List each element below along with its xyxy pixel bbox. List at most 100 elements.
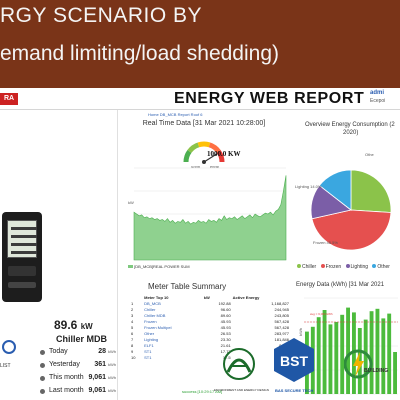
row-rank: 3 <box>131 312 134 318</box>
gauge-value: 1000.0 KW <box>207 150 241 158</box>
meter-link[interactable]: Chiller <box>144 306 156 312</box>
energy-web-report: RA ENERGY WEB REPORT admi Ecepoi LIST 89… <box>0 88 400 400</box>
kw-cell: 192.88 <box>218 300 231 306</box>
meter-link[interactable]: Chiller MDB <box>144 312 166 318</box>
energy-cell: 567,428 <box>274 318 289 324</box>
meter-link[interactable]: Frozen <box>144 318 157 324</box>
realtime-chart-panel: Home DB_MCB Report Roof 6 Real Time Data… <box>120 110 288 262</box>
energy-cell: 244,945 <box>274 306 289 312</box>
table-header-row: Meter Top 10 kW Active Energy <box>130 294 290 300</box>
col-header[interactable]: Active Energy <box>232 294 260 300</box>
power-unit: kW <box>80 322 93 331</box>
meter-link[interactable]: ST1 <box>144 348 152 354</box>
row-rank: 2 <box>131 306 134 312</box>
bst-logo-letters: BST <box>280 353 308 369</box>
legend-dot <box>372 264 377 268</box>
kw-cell: 96.60 <box>220 306 231 312</box>
bar <box>316 317 321 394</box>
stat-label: Last month <box>49 387 84 394</box>
gauge-segment <box>208 142 221 154</box>
table-row[interactable]: 5 Frozen Multipel 45.93 567,428 <box>130 324 290 330</box>
table-row[interactable]: 6 Other 26.53 283,977 <box>130 330 290 336</box>
bar <box>393 352 397 394</box>
energy-pie-chart <box>310 169 392 251</box>
energy-cell: 567,428 <box>274 324 289 330</box>
bar <box>334 322 339 394</box>
slide-title-band: RGY SCENARIO BY emand limiting/load shed… <box>0 0 400 88</box>
table-row[interactable]: 10 ST1 17.5 <box>130 354 290 360</box>
kw-cell: 23.30 <box>220 336 231 342</box>
table-row[interactable]: 3 Chiller MDB 89.60 243,805 <box>130 312 290 318</box>
table-row[interactable]: 7 Lighting 23.30 181,846 <box>130 336 290 342</box>
brand-ring-icon <box>2 340 16 354</box>
eed-logo-text: ENVIRONMENT AND ENERGY DESIGN <box>214 388 269 392</box>
pie-label-other: Othe <box>365 152 374 157</box>
row-rank: 8 <box>131 342 134 348</box>
pie-legend[interactable]: Chiller Frozen Lighting Other <box>294 264 390 270</box>
meter-screen <box>7 220 37 258</box>
row-rank: 6 <box>131 330 134 336</box>
company-logo[interactable]: RA <box>0 93 18 105</box>
gauge-needle <box>203 153 217 163</box>
bst-logo: BST BAS SECURE TECH <box>272 336 316 393</box>
row-rank: 4 <box>131 318 134 324</box>
slide-title-line2: emand limiting/load shedding) <box>0 42 279 65</box>
legend-dot <box>297 264 301 268</box>
bar-chart-title: Energy Data (kWh) [31 Mar 2021 <box>296 282 385 288</box>
meter-link[interactable]: Frozen Multipel <box>144 324 172 330</box>
meter-buttons <box>8 266 36 276</box>
pie-title: Overview Energy Consumption (2 <box>305 122 395 128</box>
stat-label: Yesterday <box>49 361 80 368</box>
col-header[interactable]: Meter Top 10 <box>144 294 169 300</box>
pie-label-frozen: Frozen 45.5% <box>313 240 338 245</box>
kw-cell: 26.53 <box>220 330 231 336</box>
meter-link[interactable]: ELF1 <box>144 342 154 348</box>
energy-stats-list: Today 28 kWh Yesterday 361 kWh This mont… <box>40 348 116 400</box>
table-row[interactable]: 1 DB_MCB 192.88 1,168,827 <box>130 300 290 306</box>
table-row[interactable]: 4 Frozen 45.93 567,428 <box>130 318 290 324</box>
row-rank: 10 <box>131 354 136 360</box>
pie-chart-panel: Overview Energy Consumption (2 2020) Oth… <box>291 110 400 270</box>
energy-cell: 1,168,827 <box>271 300 289 306</box>
selected-meter-name: Chiller MDB <box>56 334 108 344</box>
kw-cell: 45.93 <box>220 318 231 324</box>
row-rank: 7 <box>131 336 134 342</box>
table-row[interactable]: 2 Chiller 96.60 244,945 <box>130 306 290 312</box>
report-title: ENERGY WEB REPORT <box>174 90 365 107</box>
realtime-y-axis-label: kW <box>128 200 134 205</box>
meter-table-panel: Meter Table Summary Meter Top 10 kW Acti… <box>124 282 292 400</box>
stat-label: This month <box>49 374 84 381</box>
stat-label: Today <box>49 348 68 355</box>
col-header[interactable]: kW <box>203 294 210 300</box>
eed-logo: ENVIRONMENT AND ENERGY DESIGN <box>214 344 269 392</box>
gauge-good-label: GOOD <box>191 165 201 169</box>
threshold-label: avg = 6,000 kWh <box>310 312 333 316</box>
row-rank: 1 <box>131 300 134 306</box>
current-power-value: 89.6 kW <box>54 318 93 332</box>
realtime-legend[interactable]: [DB_MCB]REAL POWER SUM <box>128 264 190 269</box>
legend-item: Lighting <box>350 264 369 270</box>
stat-unit: kWh <box>108 388 116 393</box>
building-logo-text: BUILDING <box>364 368 389 374</box>
meter-link[interactable]: Lighting <box>144 336 159 342</box>
power-gauge: GOOD POOR <box>183 141 225 169</box>
legend-item: Other <box>377 264 390 270</box>
bar <box>346 307 350 394</box>
power-meter-device-image <box>2 212 42 302</box>
meter-link[interactable]: DB_MCB <box>144 300 161 306</box>
breadcrumb-tabs[interactable]: Home DB_MCB Report Roof 6 <box>148 112 203 117</box>
calendar-icon <box>40 350 45 355</box>
calendar-icon <box>40 363 45 368</box>
meter-reading-line <box>11 251 37 254</box>
bar <box>375 308 380 394</box>
meter-link[interactable]: Other <box>144 330 155 336</box>
kw-cell: 89.60 <box>220 312 231 318</box>
pie-slice-chiller <box>350 169 392 213</box>
legend-label: [DB_MCB]REAL POWER SUM <box>134 264 190 269</box>
legend-dot <box>345 264 350 268</box>
meter-link[interactable]: ST1 <box>144 354 152 360</box>
pie-label-lighting: Lighting 14.0% <box>295 184 322 189</box>
meter-table: Meter Top 10 kW Active Energy 1 DB_MCB 192… <box>130 294 290 360</box>
user-menu[interactable]: admi <box>370 90 385 96</box>
bar <box>363 319 368 394</box>
